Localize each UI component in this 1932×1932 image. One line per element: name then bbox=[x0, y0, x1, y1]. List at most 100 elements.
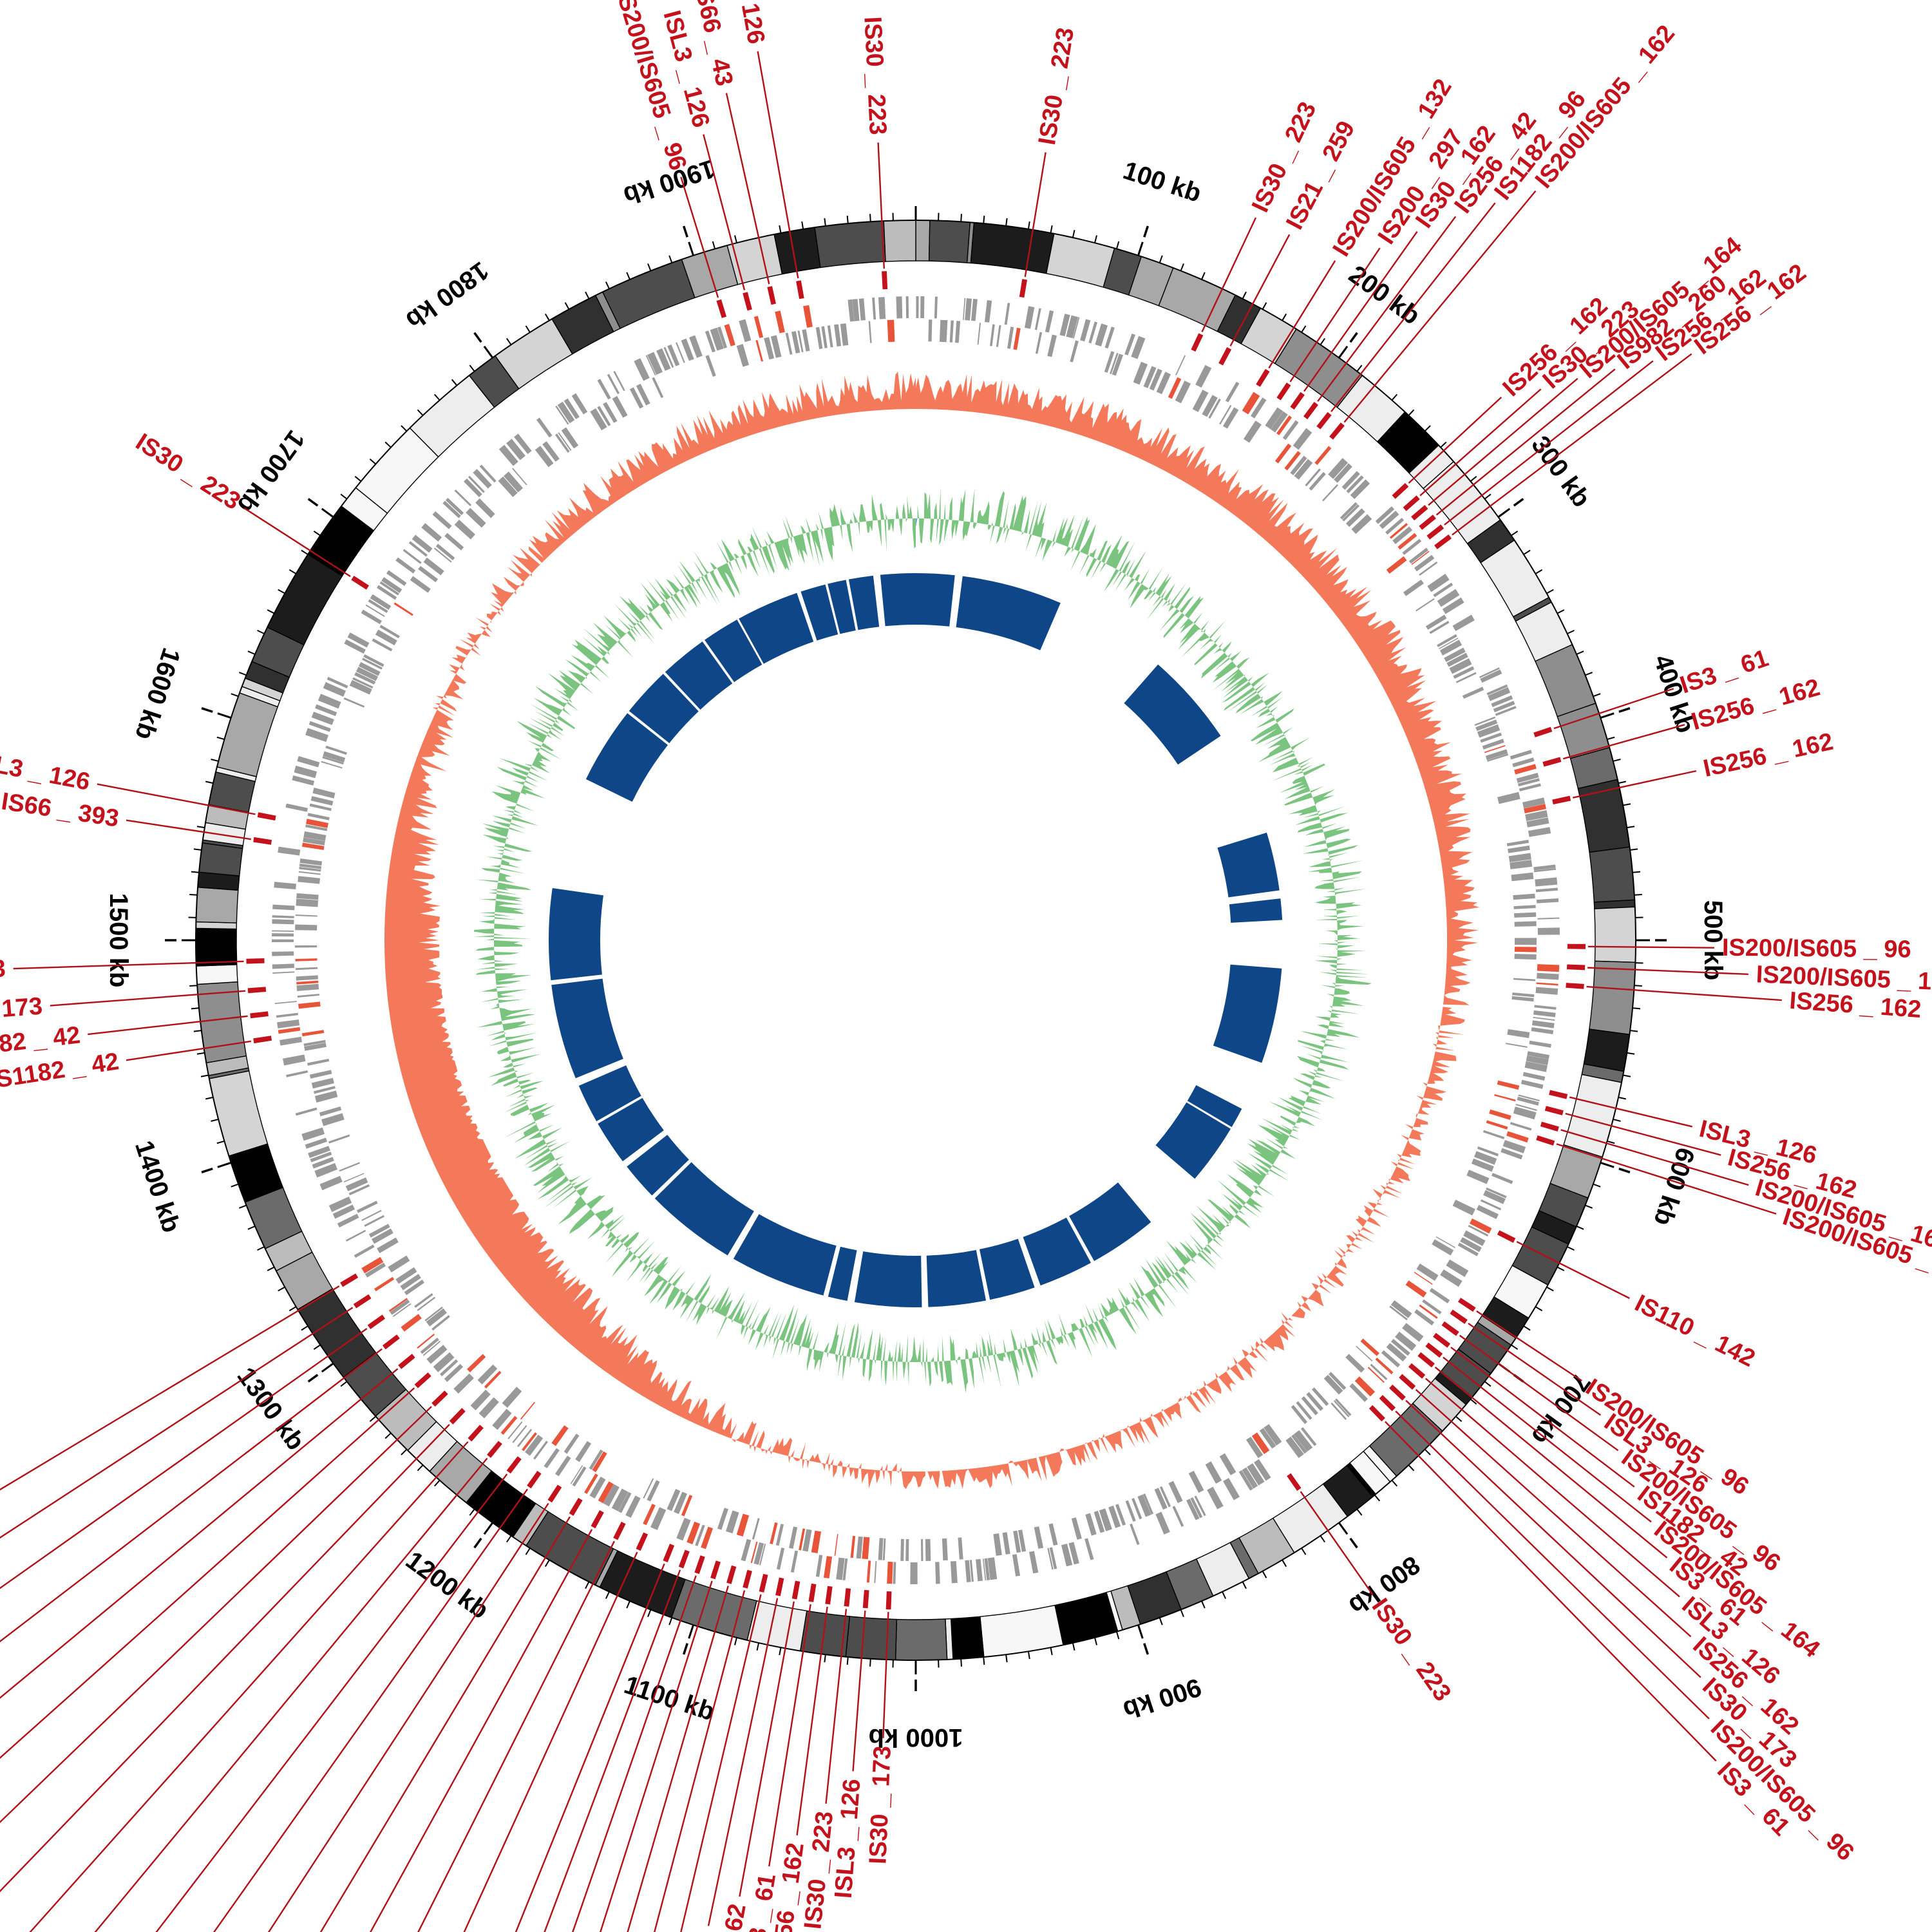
gc-content-segment bbox=[1043, 1331, 1046, 1343]
gc-content-segment bbox=[506, 1038, 534, 1047]
gc-content-segment bbox=[1092, 1307, 1099, 1321]
gene-feature bbox=[1225, 381, 1240, 402]
gc-content-segment bbox=[827, 1352, 829, 1358]
gc-content-segment bbox=[482, 823, 509, 837]
gc-content-segment bbox=[695, 578, 708, 601]
axis-minor-tick bbox=[869, 214, 871, 222]
gc-content-segment bbox=[643, 1274, 668, 1305]
is-element-marker bbox=[726, 1565, 737, 1584]
axis-minor-tick bbox=[401, 425, 408, 432]
gc-content-segment bbox=[535, 748, 540, 752]
gc-content-segment bbox=[515, 1139, 547, 1159]
gc-content-segment bbox=[1256, 685, 1268, 694]
gc-skew-segment bbox=[1399, 1157, 1416, 1165]
gc-skew-segment bbox=[1413, 1117, 1428, 1128]
gene-feature bbox=[1437, 589, 1460, 607]
gc-content-segment bbox=[645, 615, 651, 623]
gc-content-segment bbox=[1221, 1193, 1243, 1211]
gene-feature bbox=[1514, 947, 1537, 952]
is-element-marker bbox=[1191, 333, 1204, 352]
gc-content-segment bbox=[1083, 1315, 1088, 1327]
is-element-marker bbox=[636, 1532, 649, 1551]
gc-content-segment bbox=[504, 843, 533, 852]
gc-skew-segment bbox=[820, 1463, 826, 1471]
is-leader-line bbox=[97, 783, 256, 815]
gc-content-segment bbox=[494, 960, 504, 962]
gene-feature bbox=[381, 577, 402, 593]
axis-minor-tick bbox=[196, 1052, 205, 1055]
is-element-marker bbox=[1411, 505, 1428, 521]
gc-content-segment bbox=[539, 1124, 554, 1132]
gene-feature bbox=[1099, 1508, 1112, 1531]
is-element-marker bbox=[1218, 347, 1232, 366]
axis-minor-tick bbox=[1072, 229, 1075, 238]
gene-feature bbox=[536, 417, 553, 438]
gc-skew-segment bbox=[1432, 1043, 1437, 1047]
gene-feature bbox=[1432, 1239, 1454, 1256]
gene-feature bbox=[286, 1070, 308, 1077]
gc-content-segment bbox=[562, 707, 572, 716]
gc-content-segment bbox=[1144, 589, 1153, 600]
gene-feature bbox=[1506, 839, 1530, 847]
is-element-marker bbox=[569, 1497, 583, 1516]
gc-content-segment bbox=[498, 757, 531, 772]
gc-content-segment bbox=[1264, 1137, 1283, 1150]
gene-feature bbox=[347, 632, 370, 648]
gc-content-segment bbox=[1046, 538, 1048, 540]
is-leader-line bbox=[1587, 967, 1748, 976]
gc-content-segment bbox=[516, 1072, 535, 1079]
gene-feature bbox=[942, 1538, 948, 1561]
axis-minor-tick bbox=[1523, 1325, 1531, 1331]
gene-feature bbox=[345, 1177, 368, 1191]
gc-content-segment bbox=[1207, 1199, 1235, 1222]
gc-skew-segment bbox=[1351, 1230, 1358, 1237]
gc-content-segment bbox=[987, 524, 992, 530]
gc-content-segment bbox=[1310, 786, 1325, 793]
gene-feature bbox=[285, 803, 308, 812]
axis-minor-tick bbox=[321, 1362, 334, 1373]
core-genome-block bbox=[654, 1162, 754, 1256]
gene-feature bbox=[377, 585, 397, 600]
gene-feature bbox=[370, 594, 392, 611]
gc-content-segment bbox=[972, 1341, 979, 1359]
axis-minor-tick bbox=[1600, 1162, 1615, 1168]
gc-content-segment bbox=[473, 928, 495, 934]
gene-feature bbox=[362, 658, 383, 670]
gene-feature bbox=[473, 469, 492, 489]
gc-content-segment bbox=[1060, 1326, 1064, 1336]
gene-feature bbox=[896, 296, 903, 319]
gc-content-segment bbox=[1337, 942, 1347, 944]
gc-content-segment bbox=[800, 525, 806, 534]
is-element-marker bbox=[1419, 515, 1436, 530]
gene-feature bbox=[292, 775, 315, 786]
gc-content-segment bbox=[1258, 1124, 1290, 1147]
gc-content-segment bbox=[1332, 996, 1364, 1007]
gc-content-segment bbox=[1334, 888, 1367, 896]
gc-content-segment bbox=[1269, 1169, 1289, 1182]
axis-minor-tick bbox=[1222, 1591, 1227, 1599]
is-leader-line bbox=[417, 1540, 615, 1932]
gene-feature bbox=[1491, 695, 1513, 707]
gc-content-segment bbox=[1336, 910, 1347, 916]
gc-content-segment bbox=[1328, 855, 1329, 857]
gene-feature bbox=[554, 1455, 571, 1477]
gc-content-segment bbox=[768, 1311, 779, 1336]
gene-feature bbox=[379, 625, 400, 639]
gene-feature bbox=[878, 297, 886, 319]
gc-content-segment bbox=[1266, 712, 1273, 716]
gc-skew-segment bbox=[1323, 1278, 1337, 1289]
gc-content-segment bbox=[1088, 1323, 1099, 1345]
gene-feature bbox=[1305, 468, 1321, 487]
gc-content-segment bbox=[558, 1163, 564, 1166]
gene-feature bbox=[1172, 1506, 1184, 1527]
gc-content-segment bbox=[1306, 1054, 1321, 1060]
gc-skew-segment bbox=[473, 643, 480, 650]
gene-feature bbox=[613, 370, 625, 392]
axis-minor-tick bbox=[1585, 672, 1593, 676]
gene-feature bbox=[1533, 867, 1557, 873]
axis-minor-tick bbox=[506, 337, 512, 345]
axis-minor-tick bbox=[1557, 1266, 1565, 1271]
is-element-marker bbox=[1426, 524, 1444, 540]
gc-skew-segment bbox=[896, 1471, 900, 1473]
axis-minor-tick bbox=[321, 507, 334, 518]
